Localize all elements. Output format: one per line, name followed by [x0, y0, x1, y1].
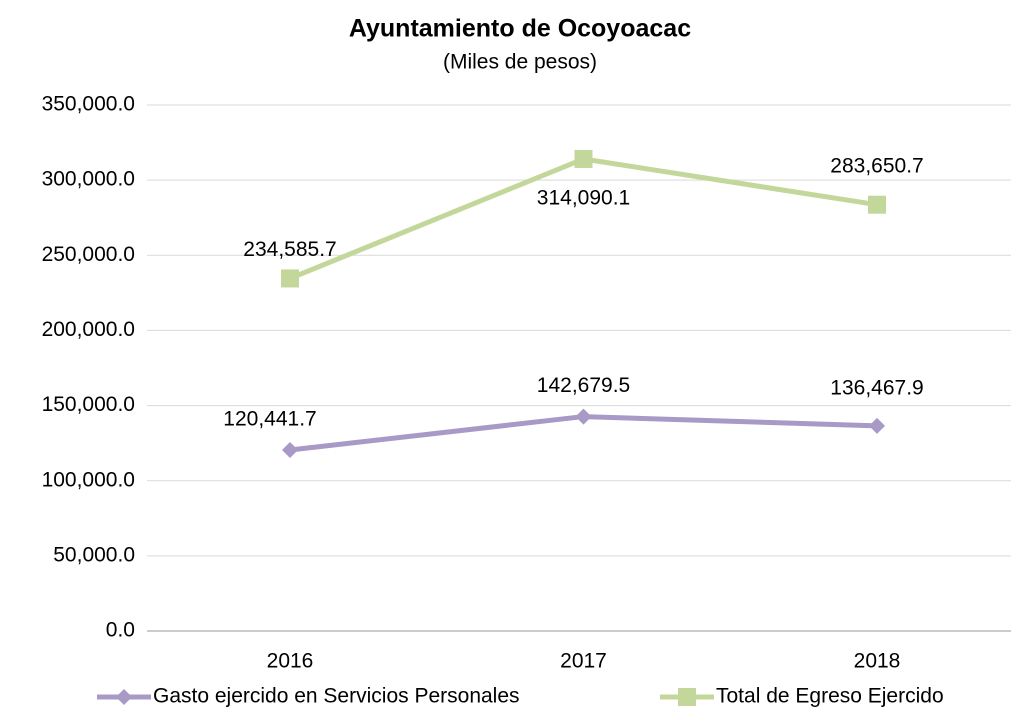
chart-subtitle: (Miles de pesos)	[443, 51, 597, 74]
y-tick-label: 0.0	[106, 619, 135, 642]
y-tick-label: 200,000.0	[42, 318, 135, 341]
marker	[869, 417, 885, 434]
marker	[575, 408, 592, 425]
legend-label: Gasto ejercido en Servicios Personales	[153, 685, 520, 708]
chart-title: Ayuntamiento de Ocoyoacac	[349, 15, 691, 43]
x-tick-label: 2018	[854, 650, 901, 673]
series-line	[289, 156, 878, 281]
data-label: 314,090.1	[537, 187, 630, 210]
marker	[282, 441, 298, 458]
data-label: 142,679.5	[537, 374, 630, 397]
marker	[868, 195, 886, 214]
y-tick-label: 150,000.0	[42, 393, 135, 416]
y-tick-label: 100,000.0	[42, 468, 135, 491]
marker	[574, 149, 593, 168]
legend-marker	[678, 688, 696, 706]
data-label: 120,441.7	[223, 408, 316, 431]
y-tick-label: 50,000.0	[53, 543, 135, 566]
legend-label: Total de Egreso Ejercido	[716, 685, 944, 708]
y-tick-label: 350,000.0	[42, 93, 135, 116]
x-tick-label: 2016	[267, 650, 314, 673]
y-tick-label: 250,000.0	[42, 243, 135, 266]
marker	[281, 269, 299, 288]
legend-marker	[116, 689, 132, 705]
data-label: 234,585.7	[243, 238, 336, 261]
y-tick-label: 300,000.0	[42, 168, 135, 191]
data-label: 136,467.9	[830, 376, 923, 399]
data-label: 283,650.7	[830, 154, 923, 177]
x-tick-label: 2017	[560, 650, 607, 673]
